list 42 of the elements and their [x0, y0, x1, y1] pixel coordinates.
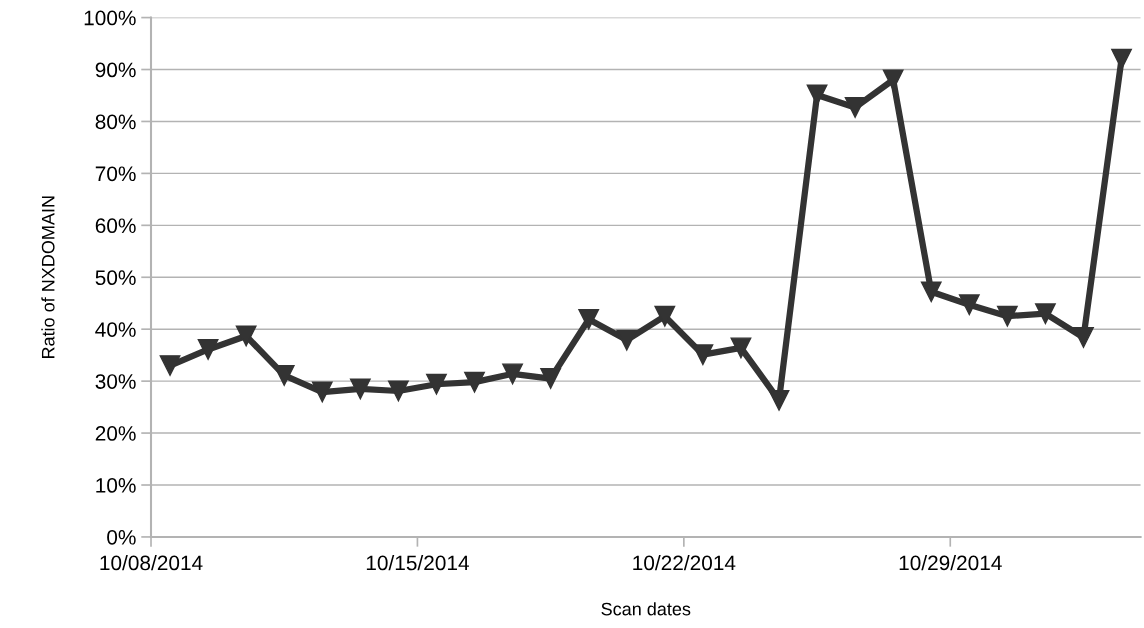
point: [692, 344, 714, 366]
point: [159, 355, 181, 376]
point: [387, 380, 409, 402]
x-tick-label: 10/15/2014: [366, 555, 469, 571]
point: [1111, 48, 1132, 70]
point: [844, 97, 866, 118]
point: [882, 69, 904, 91]
y-tick-label: 10%: [96, 478, 136, 493]
y-tick-label: 0%: [107, 529, 136, 545]
y-tick-label: 90%: [95, 62, 136, 78]
x-tick-label: 10/29/2014: [899, 555, 1002, 571]
y-tick-label: 80%: [95, 114, 136, 130]
y-tick-label: 70%: [95, 166, 136, 182]
y-tick-label: 20%: [95, 426, 136, 441]
point: [1035, 303, 1056, 325]
y-tick-label: 60%: [95, 218, 136, 234]
point: [311, 381, 333, 403]
point: [426, 373, 447, 395]
point: [958, 294, 980, 316]
y-tick-label: 100%: [84, 10, 136, 26]
point: [349, 378, 371, 400]
point: [464, 371, 485, 393]
y-tick-label: 30%: [95, 374, 136, 389]
point: [654, 305, 676, 327]
point: [768, 389, 790, 411]
point: [996, 305, 1018, 327]
x-tick-label: 10/08/2014: [100, 555, 203, 571]
y-tick-label: 50%: [95, 270, 136, 286]
point: [578, 308, 600, 330]
point: [273, 365, 295, 386]
point: [920, 281, 942, 303]
y-tick-label: 40%: [95, 322, 136, 337]
y-axis-title: Ratio of NXDOMAIN: [41, 196, 55, 359]
point: [1073, 327, 1094, 348]
point: [502, 363, 523, 385]
point: [197, 339, 219, 360]
x-axis-title: Scan dates: [601, 602, 691, 616]
point: [540, 368, 562, 389]
x-tick-label: 10/22/2014: [633, 555, 736, 571]
point: [616, 329, 638, 351]
point: [235, 325, 257, 347]
point: [730, 337, 752, 359]
